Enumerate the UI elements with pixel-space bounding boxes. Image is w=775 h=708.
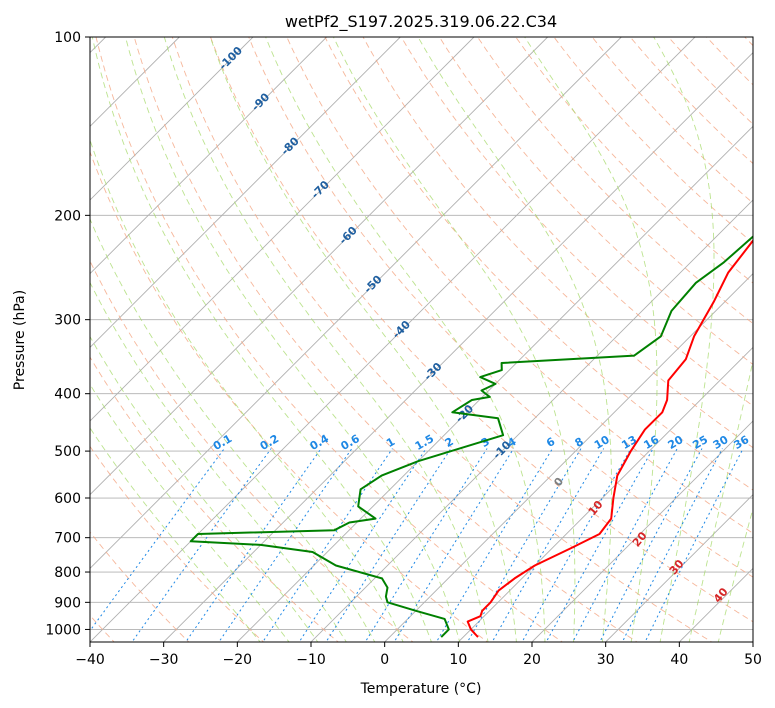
isotherm-line [310,199,753,642]
dry-adiabat-line [515,37,753,284]
mixing-ratio-line [545,448,654,642]
moist-adiabat-line [125,37,461,642]
mixing-ratio-line [262,448,393,642]
isotherm-line [605,494,753,642]
y-axis: 100 200 300 400 500 600 700 800 900 1000 [45,30,90,638]
dry-adiabat-line [770,24,775,645]
dewpoint-profile-line [189,235,753,638]
dry-adiabat-line [90,259,414,642]
y-tick-label: 300 [54,313,81,329]
isotherm-line [90,37,401,348]
dry-adiabat-line [90,445,265,642]
isotherm-line [237,125,753,642]
moist-adiabat-line [524,37,658,642]
moist-adiabat-line [417,37,612,642]
isotherm-line [752,641,753,642]
x-tick-label: 40 [670,652,688,668]
mixing-ratio-line [599,448,703,642]
mixing-ratio-line [298,448,427,642]
y-tick-label: 500 [54,444,81,460]
moist-adiabat-line [90,217,376,642]
y-tick-label: 600 [54,491,81,507]
x-tick-label: 30 [597,652,615,668]
plot-frame [89,36,754,643]
y-tick-label: 900 [54,595,81,611]
x-axis-title: Temperature (°C) [360,681,482,697]
y-tick-label: 1000 [45,622,81,638]
x-tick-label: 10 [449,652,467,668]
moist-adiabat-line [90,427,261,642]
isotherm-line [163,52,753,642]
moist-adiabat-line [90,335,319,642]
moist-adiabat-line [90,138,404,642]
moist-adiabat-line [717,506,753,642]
moist-adiabat-line [91,37,432,642]
moist-adiabat-line [163,37,489,642]
y-axis-title: Pressure (hPa) [12,290,28,390]
y-tick-label: 800 [54,565,81,581]
moist-adiabat-lines [90,37,753,642]
isotherm-line [90,37,475,422]
dry-adiabat-line [90,150,489,642]
mixing-ratio-line [644,448,744,642]
x-axis: −40 −30 −20 −10 0 10 20 30 40 50 [75,642,762,668]
moist-adiabat-line [332,37,576,642]
mixing-ratio-line [218,448,353,642]
chart-title: wetPf2_S197.2025.319.06.22.C34 [285,12,557,32]
x-tick-label: −20 [223,652,253,668]
isotherm-lines [90,37,753,642]
isotherm-line [531,420,753,642]
x-tick-label: 0 [380,652,389,668]
mixing-ratio-line [621,448,723,642]
moist-adiabat-line [653,37,715,642]
isotherm-line [90,37,254,201]
dry-adiabat-line [210,37,753,623]
moist-adiabat-line [688,358,753,642]
dry-adiabat-lines [90,24,775,645]
y-tick-label: 400 [54,387,81,403]
dry-adiabat-line [95,37,564,642]
moist-adiabat-line [209,37,517,642]
mixing-ratio-line [131,448,272,642]
y-tick-label: 200 [54,208,81,224]
x-tick-label: 50 [744,652,762,668]
temperature-profile-line [466,239,753,638]
y-tick-label: 100 [54,30,81,46]
x-tick-label: −30 [149,652,179,668]
isotherm-line [458,346,753,642]
isotherm-line [384,273,753,642]
sounding-series [189,235,753,638]
dry-adiabat-line [133,37,638,642]
x-tick-label: 20 [523,652,541,668]
x-tick-label: −40 [75,652,105,668]
isotherm-line [90,37,548,496]
x-tick-label: −10 [296,652,326,668]
isotherm-line [90,37,622,569]
isotherm-line [90,37,327,275]
moist-adiabat-line [90,383,290,642]
pressure-gridlines [90,37,753,630]
mixing-ratio-line [521,448,632,642]
y-tick-label: 700 [54,531,81,547]
dry-adiabat-line [90,356,339,642]
mixing-ratio-line [572,448,678,642]
moist-adiabat-line [265,37,546,642]
mixing-ratio-line [435,448,553,642]
